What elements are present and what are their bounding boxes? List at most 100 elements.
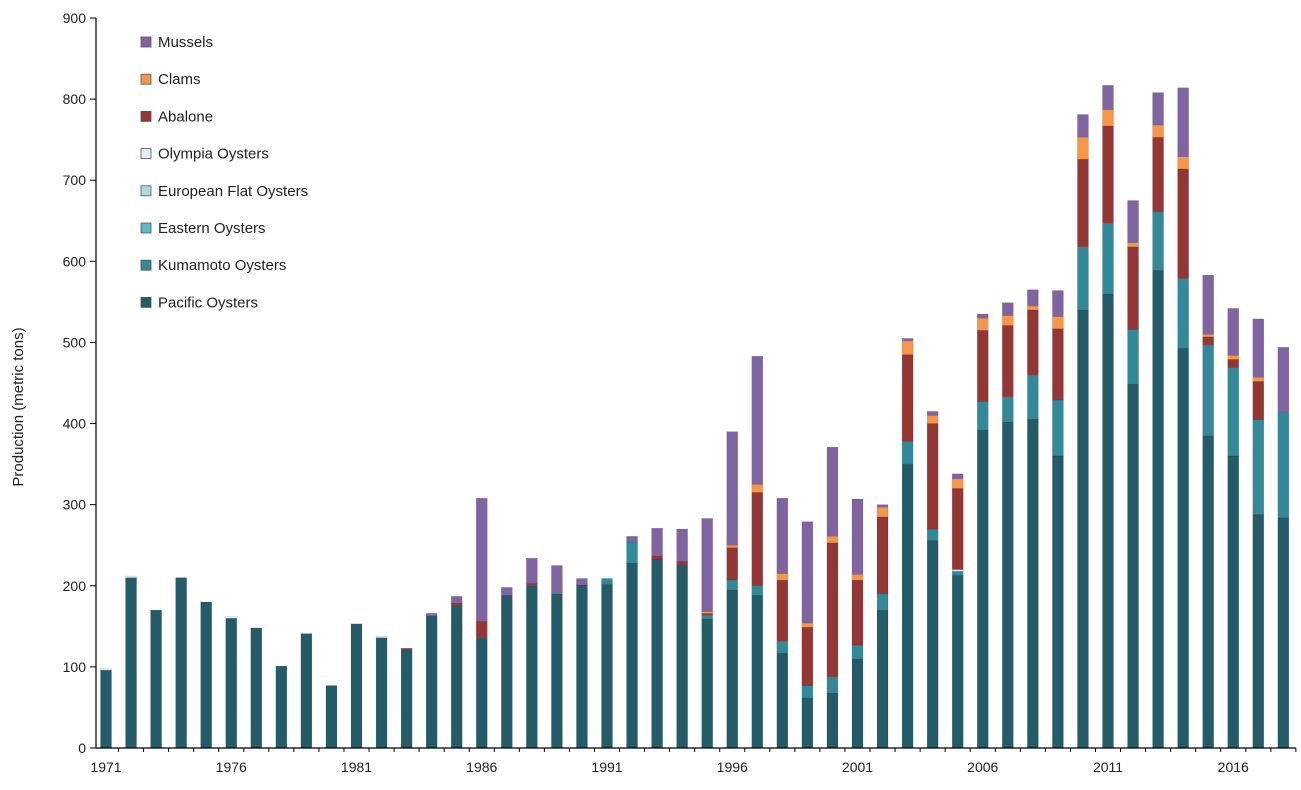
x-tick-label-2006: 2006 [967,759,998,775]
bar-segment-pacific-oysters-2005 [951,574,964,749]
bar-segment-pacific-oysters-2008 [1027,419,1039,749]
legend-label-olympia-oysters: Olympia Oysters [158,146,269,163]
y-tick-label-800: 800 [63,91,87,107]
bar-segment-mussels-1989 [551,565,563,595]
bar-segment-clams-2007 [1002,315,1014,326]
bar-segment-pacific-oysters-1982 [375,637,388,749]
bar-segment-kumamoto-oysters-2001 [851,644,864,660]
bar-segment-kumamoto-oysters-2006 [977,401,989,431]
bar-segment-kumamoto-oysters-2002 [876,593,889,611]
x-tick-label-1986: 1986 [466,759,497,775]
bar-segment-mussels-1987 [501,587,513,596]
bar-segment-kumamoto-oysters-2016 [1227,367,1239,457]
bar-segment-abalone-1983 [400,647,413,651]
bar-segment-pacific-oysters-1985 [450,605,463,749]
bar-segment-clams-2014 [1177,156,1189,170]
bar-segment-abalone-1994 [676,561,688,565]
legend-swatch-european-flat-oysters [140,185,152,197]
legend-label-eastern-oysters: Eastern Oysters [158,220,266,237]
bar-segment-pacific-oysters-2009 [1052,455,1064,749]
bar-segment-clams-1999 [801,622,814,628]
bar-segment-pacific-oysters-2017 [1252,514,1265,749]
x-tick-label-1996: 1996 [717,759,748,775]
bar-segment-kumamoto-oysters-1992 [626,541,638,564]
x-tick-label-2011: 2011 [1093,759,1123,775]
bar-segment-mussels-2012 [1127,200,1139,243]
bar-segment-clams-2006 [977,317,989,331]
bar-segment-clams-2015 [1202,334,1214,338]
bar-segment-mussels-2010 [1077,114,1089,138]
bar-segment-mussels-2009 [1052,290,1064,317]
y-tick-label-400: 400 [63,416,87,432]
bar-segment-pacific-oysters-1981 [350,623,363,749]
bar-segment-pacific-oysters-2000 [826,692,839,749]
bar-segment-clams-2009 [1052,316,1064,329]
bar-segment-kumamoto-oysters-2010 [1077,246,1089,311]
y-tick-label-600: 600 [63,253,87,269]
bar-segment-mussels-1986 [476,497,488,622]
x-tick-label-1971: 1971 [90,759,121,775]
bar-segment-kumamoto-oysters-2011 [1102,222,1114,295]
bar-segment-mussels-2006 [977,313,989,319]
bar-segment-abalone-1996 [726,547,738,581]
bar-segment-mussels-2017 [1252,318,1265,378]
bar-segment-pacific-oysters-1978 [275,665,288,749]
bar-segment-pacific-oysters-1993 [651,558,663,749]
bar-segment-mussels-1998 [776,497,789,574]
bar-segment-pacific-oysters-2013 [1152,270,1164,749]
bar-segment-kumamoto-oysters-1991 [601,578,613,585]
bar-segment-mussels-1999 [801,521,814,624]
y-tick-label-0: 0 [78,740,86,756]
bar-segment-abalone-2010 [1077,158,1089,247]
bar-segment-pacific-oysters-1974 [175,577,187,749]
bar-segment-kumamoto-oysters-2013 [1152,211,1164,271]
bar-segment-kumamoto-oysters-2009 [1052,399,1064,457]
bar-segment-pacific-oysters-1998 [776,652,789,749]
y-tick-label-100: 100 [63,659,87,675]
bar-segment-kumamoto-oysters-2008 [1027,374,1039,420]
bar-segment-clams-2012 [1127,242,1139,247]
bar-segment-pacific-oysters-2015 [1202,435,1214,749]
bar-segment-pacific-oysters-2001 [851,658,864,749]
bar-segment-clams-2008 [1027,305,1039,311]
bar-segment-abalone-1986 [476,621,488,638]
legend-label-pacific-oysters: Pacific Oysters [158,294,258,311]
legend-swatch-abalone [140,111,152,122]
bar-segment-kumamoto-oysters-2007 [1002,396,1014,423]
bar-segment-pacific-oysters-1989 [551,593,563,749]
y-tick-label-300: 300 [63,497,87,513]
bar-segment-pacific-oysters-1997 [751,595,764,749]
bar-segment-pacific-oysters-2003 [901,463,914,749]
bar-segment-pacific-oysters-2011 [1102,293,1114,749]
bar-segment-pacific-oysters-2006 [977,429,989,749]
bar-segment-mussels-2004 [926,411,939,416]
bar-segment-clams-2000 [826,536,839,544]
bar-segment-pacific-oysters-1976 [225,617,237,749]
bar-segment-mussels-1996 [726,431,738,546]
x-tick-label-1976: 1976 [216,759,247,775]
bar-segment-abalone-2004 [926,423,939,530]
legend-label-european-flat-oysters: European Flat Oysters [158,183,308,200]
bar-segment-mussels-2005 [951,473,964,479]
bar-segment-abalone-2003 [901,354,914,442]
bar-segment-pacific-oysters-2014 [1177,347,1189,749]
bar-segment-pacific-oysters-1984 [425,615,438,749]
bar-segment-abalone-2011 [1102,125,1114,224]
bar-segment-clams-2001 [851,574,864,581]
y-axis-title: Production (metric tons) [10,327,27,486]
bar-segment-mussels-2003 [901,338,914,342]
bar-segment-kumamoto-oysters-2004 [926,528,939,541]
bar-segment-mussels-2018 [1277,347,1290,413]
bar-segment-pacific-oysters-1983 [400,649,413,749]
bar-segment-pacific-oysters-1994 [676,564,688,749]
bar-segment-abalone-2002 [876,516,889,595]
bar-segment-abalone-1993 [651,555,663,560]
bar-segment-pacific-oysters-2010 [1077,309,1089,749]
bar-segment-mussels-2014 [1177,87,1189,157]
bar-segment-clams-2003 [901,340,914,355]
bar-segment-pacific-oysters-2004 [926,540,939,749]
legend-label-abalone: Abalone [158,108,213,125]
bar-segment-abalone-2015 [1202,336,1214,346]
bar-segment-kumamoto-oysters-1996 [726,579,738,591]
